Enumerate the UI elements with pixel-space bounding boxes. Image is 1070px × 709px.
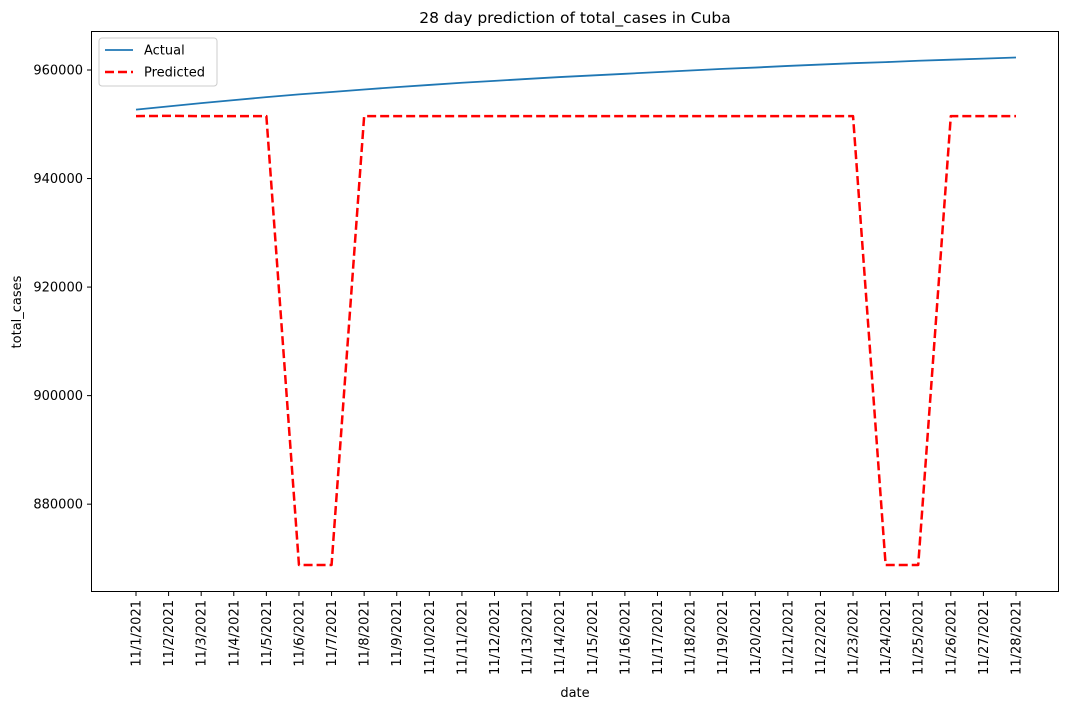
x-tick-label: 11/5/2021 <box>260 600 275 667</box>
x-tick-label: 11/18/2021 <box>684 600 699 675</box>
y-axis: 880000 900000 920000 940000 960000 <box>33 63 92 513</box>
y-tick-label: 880000 <box>33 498 83 513</box>
x-tick-label: 11/25/2021 <box>912 600 927 675</box>
x-tick-label: 11/16/2021 <box>618 600 633 675</box>
legend: Actual Predicted <box>98 37 218 87</box>
plot-frame <box>91 31 1059 592</box>
x-tick-label: 11/28/2021 <box>1010 600 1025 675</box>
y-tick-label: 920000 <box>33 281 83 296</box>
y-tick-label: 960000 <box>33 63 83 78</box>
x-tick-label: 11/3/2021 <box>195 600 210 667</box>
x-tick-label: 11/17/2021 <box>651 600 666 675</box>
x-tick-label: 11/15/2021 <box>586 600 601 675</box>
x-tick-label: 11/20/2021 <box>749 600 764 675</box>
x-tick-label: 11/22/2021 <box>814 600 829 675</box>
x-tick-label: 11/13/2021 <box>521 600 536 675</box>
x-tick-label: 11/26/2021 <box>944 600 959 675</box>
legend-label-actual: Actual <box>144 44 185 59</box>
series-line-actual <box>135 56 1017 111</box>
x-tick-label: 11/12/2021 <box>488 600 503 675</box>
y-axis-label: total_cases <box>10 275 25 348</box>
x-tick-label: 11/24/2021 <box>879 600 894 675</box>
x-tick-label: 11/6/2021 <box>292 600 307 667</box>
plot-series <box>135 56 1017 567</box>
x-axis: 11/1/2021 11/2/2021 11/3/2021 11/4/2021 11/5… <box>130 591 1025 675</box>
x-tick-label: 11/14/2021 <box>553 600 568 675</box>
x-tick-label: 11/27/2021 <box>977 600 992 675</box>
y-tick-label: 900000 <box>33 389 83 404</box>
x-tick-label: 11/9/2021 <box>390 600 405 667</box>
x-axis-label: date <box>560 686 589 701</box>
chart-title: 28 day prediction of total_cases in Cuba <box>419 9 731 28</box>
x-tick-label: 11/19/2021 <box>716 600 731 675</box>
x-tick-label: 11/23/2021 <box>847 600 862 675</box>
series-line-predicted <box>135 114 1016 567</box>
y-tick-label: 940000 <box>33 172 83 187</box>
x-tick-label: 11/8/2021 <box>358 600 373 667</box>
x-tick-label: 11/2/2021 <box>162 600 177 667</box>
x-tick-label: 11/11/2021 <box>455 600 470 675</box>
x-tick-label: 11/4/2021 <box>227 600 242 667</box>
x-tick-label: 11/10/2021 <box>423 600 438 675</box>
x-tick-label: 11/21/2021 <box>781 600 796 675</box>
x-tick-label: 11/7/2021 <box>325 600 340 667</box>
x-tick-label: 11/1/2021 <box>130 600 145 667</box>
legend-label-predicted: Predicted <box>144 66 205 81</box>
